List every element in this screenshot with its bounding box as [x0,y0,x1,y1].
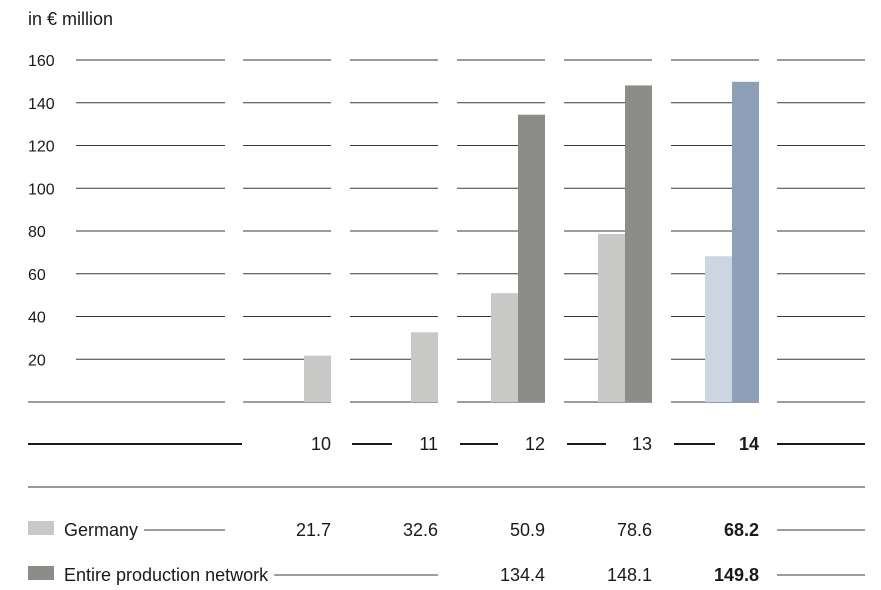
x-tick-label: 13 [632,434,652,454]
y-tick-label: 100 [28,181,55,198]
unit-label: in € million [28,9,113,29]
data-label: 148.1 [607,565,652,585]
y-tick-label: 160 [28,53,55,70]
bar-germany-12 [491,293,518,402]
y-tick-label: 40 [28,310,46,327]
y-tick-label: 60 [28,267,46,284]
data-label: 134.4 [500,565,545,585]
legend-label: Germany [64,520,138,540]
bars [304,81,759,403]
y-tick-label: 120 [28,139,55,156]
x-tick-label: 14 [739,434,759,454]
x-tick-label: 10 [311,434,331,454]
bar-network-12 [518,114,545,402]
bar-germany-11 [411,332,438,402]
bar-network-14 [732,81,759,403]
y-tick-label: 140 [28,96,55,113]
y-tick-label: 20 [28,352,46,369]
data-label: 68.2 [724,520,759,540]
x-axis: 10 11 12 13 14 [28,434,865,454]
data-label: 50.9 [510,520,545,540]
legend-swatch [28,521,54,535]
legend-swatch [28,566,54,580]
bar-germany-10 [304,355,331,402]
legend-table: Germany 21.7 32.6 50.9 78.6 68.2 Entire produc… [28,520,865,585]
x-tick-label: 12 [525,434,545,454]
y-tick-label: 80 [28,224,46,241]
data-label: 149.8 [714,565,759,585]
data-label: 21.7 [296,520,331,540]
bar-germany-14 [705,256,732,402]
data-label: 32.6 [403,520,438,540]
data-label: 78.6 [617,520,652,540]
bar-network-13 [625,85,652,402]
bar-germany-13 [598,233,625,402]
y-axis: 20 40 60 80 100 120 140 160 [28,53,55,369]
legend-label: Entire production network [64,565,269,585]
x-tick-label: 11 [419,434,438,454]
